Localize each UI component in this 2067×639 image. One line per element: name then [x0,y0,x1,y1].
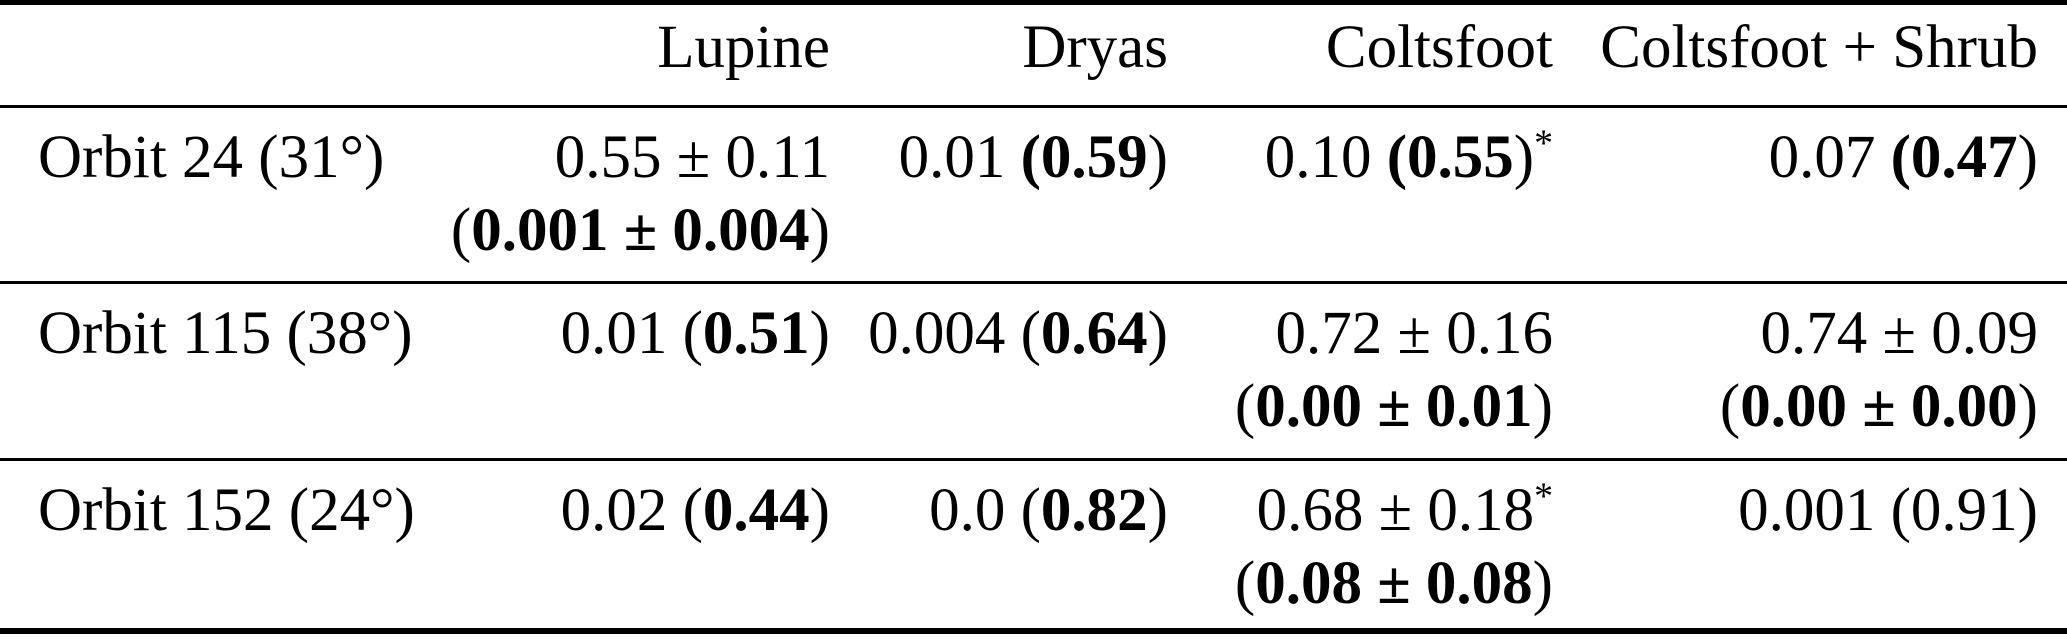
bold-value: (0.47 [1890,124,2018,191]
bold-value: 0.51 [702,300,810,367]
cell-line: 0.001 (0.91) [1553,474,2038,547]
value-text: ( [1234,550,1256,617]
table-row: Orbit 115 (38°) 0.01 (0.51) 0.004 (0.64) 0.… [0,282,2067,461]
table-cell: 0.55 ± 0.11 (0.001 ± 0.004) [450,106,830,284]
value-text: ) [809,477,830,544]
bold-value: 0.44 [702,477,810,544]
table-cell: 0.02 (0.44) [450,460,830,631]
row-header: Orbit 115 (38°) [0,282,450,461]
bold-value: 0.00 ± 0.01 [1255,373,1533,440]
value-text: ) [1147,477,1168,544]
bold-value: 0.08 ± 0.08 [1255,550,1533,617]
significance-asterisk: * [1534,475,1553,518]
table-cell: 0.07 (0.47) [1553,106,2067,284]
value-text: 0.0 ( [929,477,1041,544]
column-header-lupine: Lupine [450,2,830,108]
value-text: ) [1147,300,1168,367]
table-cell: 0.72 ± 0.16 (0.00 ± 0.01) [1168,282,1553,461]
value-text: ( [1719,373,1741,440]
table-cell: 0.004 (0.64) [830,282,1168,461]
table-header: Lupine Dryas Coltsfoot Coltsfoot + Shrub [0,2,2067,108]
bold-value: 0.001 ± 0.004 [471,197,810,264]
value-text: 0.10 [1264,124,1387,191]
value-text: ( [1234,373,1256,440]
cell-line: 0.004 (0.64) [830,297,1168,370]
cell-line: (0.00 ± 0.01) [1168,370,1553,443]
cell-line: (0.08 ± 0.08) [1168,547,1553,620]
value-text: 0.004 ( [868,300,1041,367]
column-header-coltsfoot: Coltsfoot [1168,2,1553,108]
table-body: Orbit 24 (31°) 0.55 ± 0.11 (0.001 ± 0.004)… [0,106,2067,631]
value-text: 0.68 ± 0.18 [1256,477,1535,544]
significance-asterisk: * [1534,122,1553,165]
value-text: 0.01 ( [560,300,703,367]
table-cell: 0.10 (0.55)* [1168,106,1553,284]
value-text: 0.02 ( [560,477,703,544]
column-header-coltsfoot-shrub: Coltsfoot + Shrub [1553,2,2067,108]
row-header: Orbit 24 (31°) [0,106,450,284]
table-cell: 0.0 (0.82) [830,460,1168,631]
bold-value: (0.59 [1020,124,1148,191]
corner-cell [0,2,450,108]
table-cell: 0.74 ± 0.09 (0.00 ± 0.00) [1553,282,2067,461]
value-text: ) [1513,124,1535,191]
cell-line: 0.0 (0.82) [830,474,1168,547]
value-text: ) [2017,373,2038,440]
value-text: ) [1147,124,1168,191]
cell-line: 0.01 (0.51) [450,297,830,370]
value-text: ) [2017,124,2038,191]
bold-value: (0.55 [1386,124,1514,191]
table-cell: 0.01 (0.51) [450,282,830,461]
table-cell: 0.01 (0.59) [830,106,1168,284]
cell-line: 0.07 (0.47) [1553,121,2038,194]
value-text: ) [1532,550,1553,617]
cell-line: 0.55 ± 0.11 [450,121,830,194]
table-cell: 0.68 ± 0.18* (0.08 ± 0.08) [1168,460,1553,631]
cell-line: (0.00 ± 0.00) [1553,370,2038,443]
value-text: 0.01 [898,124,1021,191]
value-text: 0.55 ± 0.11 [554,124,830,191]
bold-value: 0.64 [1040,300,1148,367]
cell-line: 0.10 (0.55)* [1168,121,1553,194]
value-text: ) [809,197,830,264]
row-header: Orbit 152 (24°) [38,477,415,544]
column-header-dryas: Dryas [830,2,1168,108]
value-text: ( [450,197,472,264]
value-text: 0.001 (0.91) [1738,477,2038,544]
value-text: 0.74 ± 0.09 [1760,300,2038,367]
value-text: ) [1532,373,1553,440]
cell-line: 0.74 ± 0.09 [1553,297,2038,370]
value-text: 0.07 [1768,124,1891,191]
bold-value: 0.00 ± 0.00 [1740,373,2018,440]
bold-value: 0.82 [1040,477,1148,544]
cell-line: 0.01 (0.59) [830,121,1168,194]
table-row: Orbit 152 (24°) 0.02 (0.44) 0.0 (0.82) 0.68… [0,460,2067,631]
cell-line: 0.02 (0.44) [450,474,830,547]
table-row: Orbit 24 (31°) 0.55 ± 0.11 (0.001 ± 0.004)… [0,106,2067,284]
value-text: ) [809,300,830,367]
value-text: 0.72 ± 0.16 [1275,300,1553,367]
header-row: Lupine Dryas Coltsfoot Coltsfoot + Shrub [0,2,2067,108]
cell-line: 0.72 ± 0.16 [1168,297,1553,370]
table-cell: 0.001 (0.91) [1553,460,2067,631]
cell-line: 0.68 ± 0.18* [1168,474,1553,547]
cell-line: (0.001 ± 0.004) [450,194,830,267]
